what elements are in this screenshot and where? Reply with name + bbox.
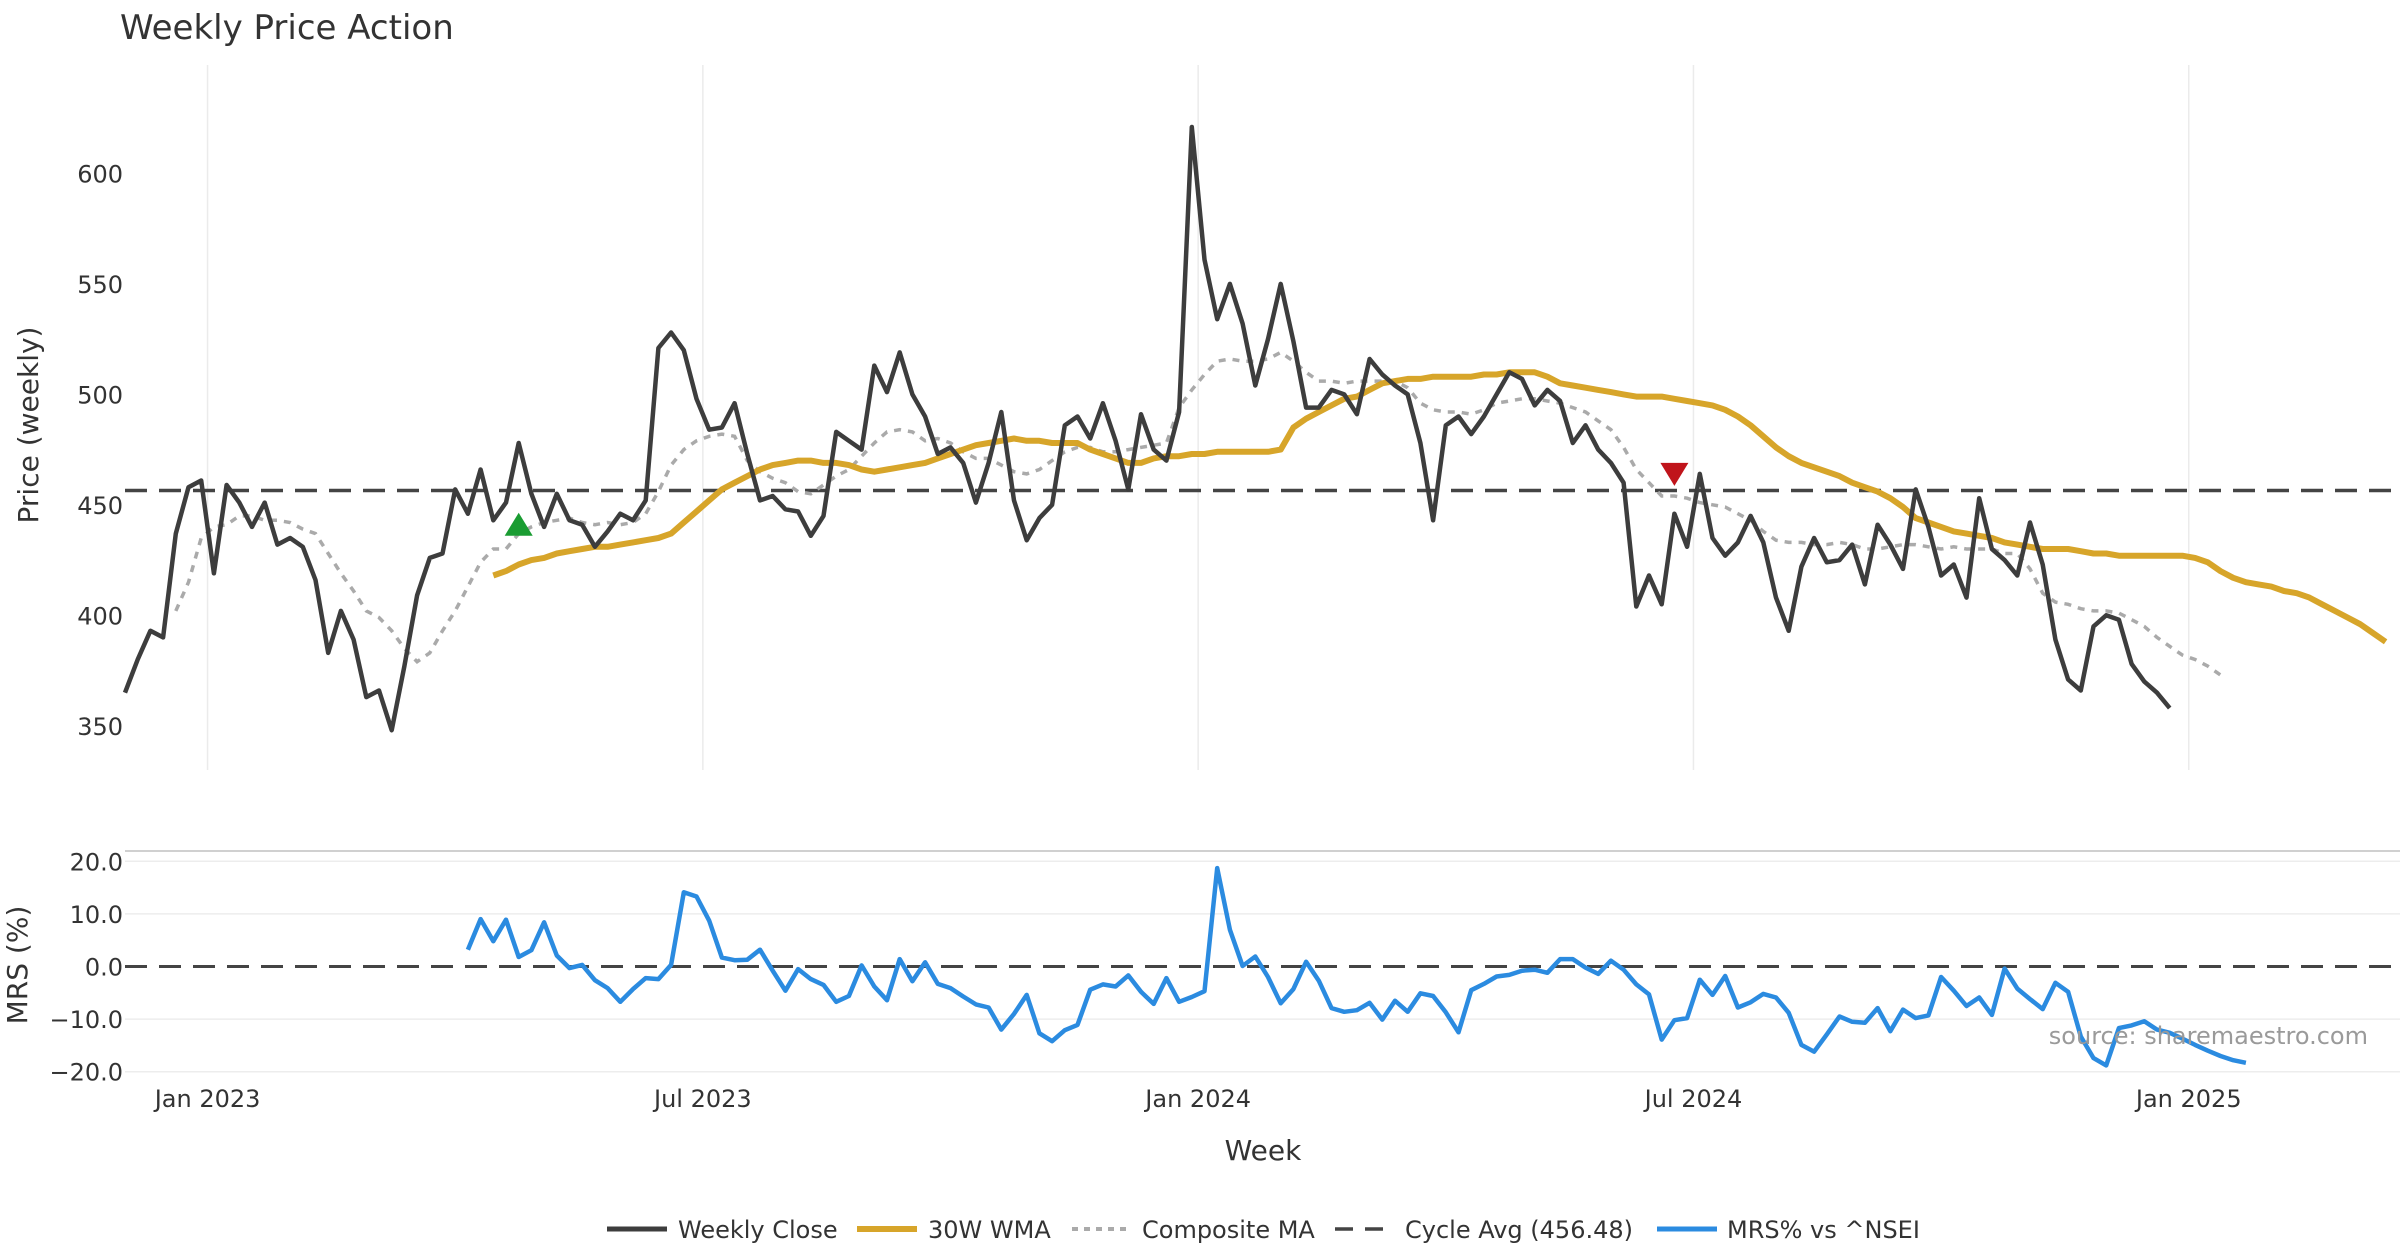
mrs-y-tick-label: −10.0 xyxy=(49,1006,123,1034)
legend-label-wma: 30W WMA xyxy=(928,1216,1051,1244)
mrs-horizontal-grid xyxy=(125,860,2400,1073)
x-tick-label: Jan 2023 xyxy=(153,1085,261,1113)
x-axis-title: Week xyxy=(1225,1134,1302,1167)
legend-item-cycle-avg: Cycle Avg (456.48) xyxy=(1335,1216,1633,1244)
signal-markers xyxy=(504,462,1689,536)
mrs-y-axis-title: MRS (%) xyxy=(1,906,34,1025)
mrs-y-tick-label: 0.0 xyxy=(85,954,123,982)
legend-item-wma: 30W WMA xyxy=(857,1216,1051,1244)
legend-item-weekly-close: Weekly Close xyxy=(607,1216,838,1244)
legend-item-composite-ma: Composite MA xyxy=(1072,1216,1315,1244)
buy-signal-marker xyxy=(504,512,533,536)
mrs-y-ticks: 20.0 10.0 0.0 −10.0 −20.0 xyxy=(49,848,123,1086)
price-y-tick-label: 400 xyxy=(77,602,123,630)
price-y-tick-label: 500 xyxy=(77,381,123,409)
chart-title: Weekly Price Action xyxy=(120,8,454,48)
weekly-close-line xyxy=(122,124,2172,733)
composite-ma-line xyxy=(174,350,2222,677)
price-y-tick-label: 450 xyxy=(77,492,123,520)
mrs-y-tick-label: 20.0 xyxy=(70,848,123,876)
wma-30w-line xyxy=(492,369,2388,645)
mrs-y-tick-label: −20.0 xyxy=(49,1059,123,1087)
sell-signal-marker xyxy=(1660,462,1689,486)
source-label: source: sharemaestro.com xyxy=(2049,1022,2368,1050)
price-y-axis-title: Price (weekly) xyxy=(12,327,45,524)
mrs-panel: 20.0 10.0 0.0 −10.0 −20.0 MRS (%) source: sh… xyxy=(1,848,2400,1087)
price-panel: 350 400 450 500 550 600 Price (weekly) xyxy=(12,65,2400,770)
legend-label-weekly-close: Weekly Close xyxy=(678,1216,838,1244)
x-tick-label: Jan 2024 xyxy=(1143,1085,1251,1113)
x-tick-label: Jul 2023 xyxy=(652,1085,752,1113)
price-y-tick-label: 600 xyxy=(77,160,123,188)
price-y-tick-label: 350 xyxy=(77,713,123,741)
legend: Weekly Close 30W WMA Composite MA Cycle … xyxy=(607,1216,1920,1244)
legend-label-mrs: MRS% vs ^NSEI xyxy=(1727,1216,1920,1244)
x-tick-label: Jan 2025 xyxy=(2134,1085,2242,1113)
mrs-line xyxy=(465,865,2247,1068)
x-ticks: Jan 2023 Jul 2023 Jan 2024 Jul 2024 Jan 2025… xyxy=(153,1085,2242,1113)
x-tick-label: Jul 2024 xyxy=(1643,1085,1743,1113)
mrs-y-tick-label: 10.0 xyxy=(70,901,123,929)
legend-label-composite-ma: Composite MA xyxy=(1142,1216,1315,1244)
price-y-tick-label: 550 xyxy=(77,271,123,299)
legend-item-mrs: MRS% vs ^NSEI xyxy=(1657,1216,1920,1244)
price-y-ticks: 350 400 450 500 550 600 xyxy=(77,160,123,740)
legend-label-cycle-avg: Cycle Avg (456.48) xyxy=(1405,1216,1633,1244)
